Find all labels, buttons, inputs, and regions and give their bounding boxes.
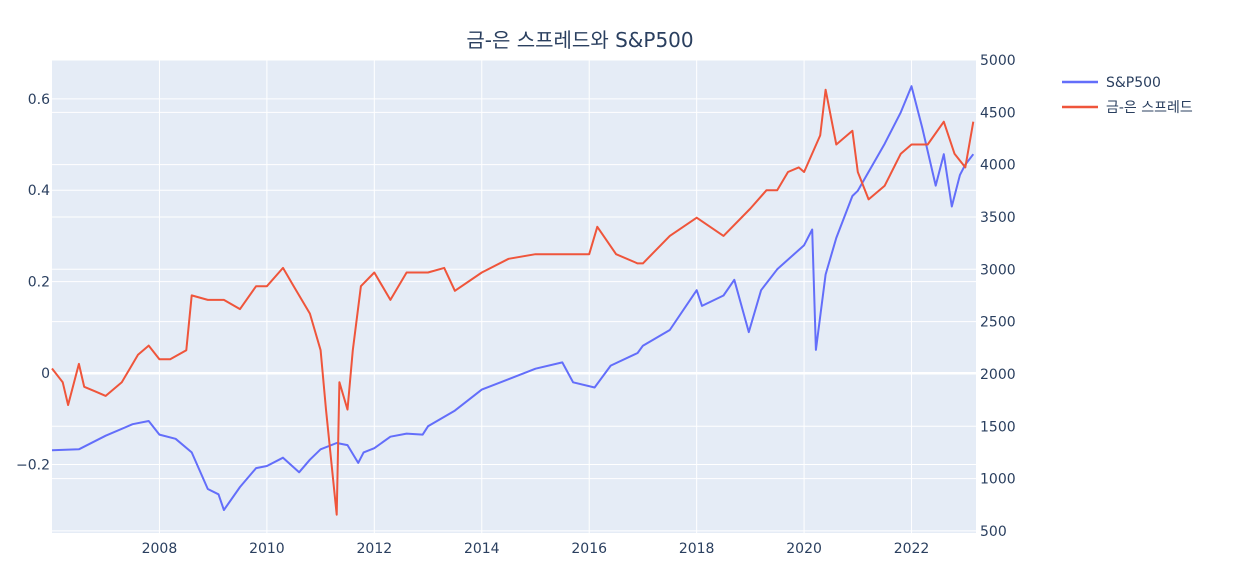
series-layer [51,85,975,516]
x-tick-label: 2008 [142,541,178,557]
y-tick-label: 0.4 [28,183,50,199]
y2-tick-label: 4000 [980,158,1016,174]
series-line-1 [51,88,975,516]
x-tick-label: 2022 [894,541,930,557]
y2-tick-label: 5000 [980,53,1016,69]
y2-tick-label: 500 [980,524,1007,540]
x-tick-label: 2012 [357,541,393,557]
y-tick-label: −0.2 [16,457,50,473]
y-tick-label: 0.2 [28,275,50,291]
gridlines [52,59,976,533]
x-tick-label: 2014 [464,541,500,557]
y2-tick-label: 2000 [980,367,1016,383]
y2-tick-label: 3500 [980,210,1016,226]
y2-tick-label: 1000 [980,472,1016,488]
series-line-0 [51,85,975,511]
legend-label: S&P500 [1106,75,1161,91]
x-tick-label: 2016 [571,541,607,557]
legend-item-0[interactable]: S&P500 [1062,75,1161,91]
y-tick-label: 0 [41,366,50,382]
legend-item-1[interactable]: 금-은 스프레드 [1062,100,1193,116]
y2-tick-label: 1500 [980,419,1016,435]
legend[interactable]: S&P500 금-은 스프레드 [1062,75,1193,116]
x-tick-label: 2020 [786,541,822,557]
x-tick-label: 2018 [679,541,715,557]
x-tick-label: 2010 [249,541,285,557]
y2-tick-label: 4500 [980,105,1016,121]
tick-labels: 2008 2010 2012 2014 2016 2018 2020 2022 −0.2 0 0.2… [16,53,1016,557]
y2-tick-label: 2500 [980,315,1016,331]
y-tick-label: 0.6 [28,92,50,108]
y2-tick-label: 3000 [980,262,1016,278]
chart-title: 금-은 스프레드와 S&P500 [466,28,693,52]
legend-label: 금-은 스프레드 [1106,100,1193,116]
